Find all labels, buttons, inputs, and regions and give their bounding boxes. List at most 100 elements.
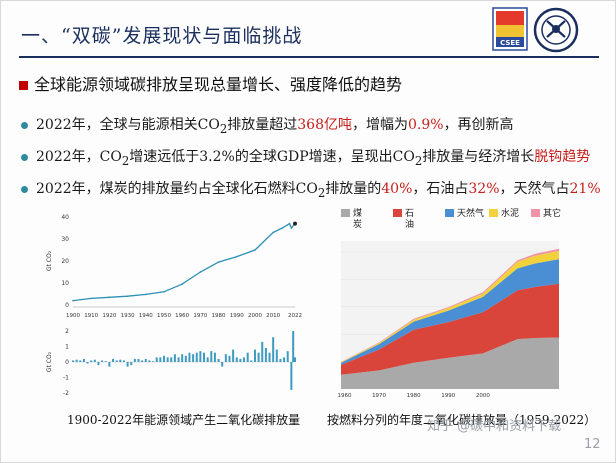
line-point — [254, 249, 256, 251]
annual-change-bar — [228, 355, 231, 362]
annual-change-bar — [72, 360, 74, 362]
line-point — [126, 295, 129, 297]
annual-change-bar — [292, 331, 295, 362]
area-xtick-label: 1980 — [407, 393, 421, 399]
annual-change-bar — [243, 357, 246, 362]
annual-change-bar — [115, 360, 118, 362]
annual-change-bar — [166, 357, 169, 362]
bar-ytick-label: -2 — [63, 390, 69, 397]
annual-change-bar — [162, 355, 165, 362]
line-ytick-label: 0 — [65, 302, 69, 309]
fuel-area-chart: 1960 1970 1980 1990 2000 煤炭 石油 天然气 水泥 其它 — [337, 207, 561, 399]
annual-change-bar — [210, 351, 213, 362]
annual-change-bar — [155, 357, 158, 362]
area-0 — [341, 337, 559, 389]
annual-change-bar — [206, 357, 209, 362]
annual-change-bar — [137, 358, 140, 362]
annual-change-bar — [75, 359, 78, 362]
annual-change-bar — [148, 360, 151, 362]
line-xtick-label: 2022 — [288, 313, 302, 319]
line-point — [144, 293, 147, 296]
annual-change-bar — [232, 349, 235, 362]
bullet-2: 2022年，CO2增速远低于3.2%的全球GDP增速，呈现出CO2排放量与经济增… — [21, 146, 590, 168]
line-point — [90, 297, 92, 300]
annual-change-bar — [79, 360, 82, 362]
area-xtick-label: 2000 — [476, 393, 490, 399]
logo1-text: CSEE — [500, 39, 520, 47]
red-square-icon — [19, 81, 28, 90]
line-ytick-label: 10 — [61, 280, 69, 287]
bullet-dot-icon — [21, 121, 28, 129]
line-point — [72, 299, 74, 302]
headline: 全球能源领域碳排放呈现总量增长、强度降低的趋势 — [19, 71, 402, 95]
annual-change-bar — [261, 341, 264, 362]
annual-change-bar — [173, 354, 176, 362]
line-point — [272, 231, 274, 234]
annual-change-bar — [239, 358, 242, 362]
area-xtick-label: 1990 — [441, 393, 455, 399]
latest-point-marker — [293, 221, 297, 226]
line-point — [288, 222, 291, 225]
line-point — [199, 271, 202, 273]
line-point — [281, 227, 284, 229]
bar-ytick-label: 2 — [65, 328, 69, 335]
legend-label: 石油 — [405, 209, 414, 230]
annual-change-bar — [235, 357, 238, 362]
legend-swatch — [489, 209, 498, 217]
line-xtick-label: 2000 — [248, 313, 262, 319]
legend-label: 其它 — [543, 207, 561, 219]
annual-change-bar — [257, 352, 260, 362]
annual-change-bar — [286, 351, 289, 362]
title-divider — [19, 56, 599, 58]
slide-title: 一、“双碳”发展现状与面临挑战 — [21, 25, 303, 47]
line-xtick-label: 1990 — [230, 313, 244, 319]
line-ytick-label: 30 — [61, 236, 69, 243]
annual-change-bar — [224, 354, 227, 362]
annual-change-bar — [272, 337, 275, 362]
annual-change-bar — [275, 349, 278, 362]
annual-change-bar — [188, 352, 191, 362]
annual-change-bar — [246, 352, 249, 362]
line-xtick-label: 1970 — [193, 313, 207, 319]
annual-change-bar — [203, 352, 206, 362]
annual-change-bar — [217, 358, 220, 362]
bullet-dot-icon — [21, 185, 28, 193]
line-xtick-label: 1910 — [84, 313, 98, 319]
annual-change-bar — [283, 357, 286, 362]
line-xtick-label: 1920 — [102, 313, 116, 319]
annual-change-bar — [141, 360, 144, 362]
annual-change-bar — [97, 362, 100, 366]
watermark: 知乎 @碳中和资料下载 — [427, 419, 562, 434]
annual-change-bar — [130, 362, 133, 366]
annual-change-bar — [279, 358, 282, 362]
right-chart-caption: 按燃料分列的年度二氧化碳排放量（1959-2022） — [327, 413, 597, 427]
annual-change-bar — [253, 349, 256, 362]
bar-ytick-label: -1 — [63, 375, 69, 382]
annual-change-bar — [152, 361, 155, 362]
headline-text: 全球能源领域碳排放呈现总量增长、强度降低的趋势 — [34, 75, 403, 94]
annual-change-bar — [264, 348, 267, 362]
bar-ylabel: Gt CO₂ — [46, 351, 53, 372]
legend-swatch — [393, 209, 402, 217]
page-number: 12 — [584, 437, 601, 452]
annual-change-bar — [126, 362, 129, 367]
annual-change-bar — [221, 362, 224, 367]
annual-change-bar — [112, 358, 115, 362]
line-xtick-label: 1900 — [66, 313, 80, 319]
annual-change-bar — [213, 352, 216, 362]
line-point — [163, 291, 165, 293]
line-xtick-label: 1960 — [175, 313, 189, 319]
annual-change-bar — [268, 352, 271, 362]
line-xtick-label: 1930 — [121, 313, 135, 319]
area-2 — [341, 259, 559, 365]
legend-label: 水泥 — [501, 207, 519, 219]
annual-change-bar — [195, 352, 198, 362]
legend-label: 煤炭 — [353, 207, 362, 230]
annual-change-bar — [86, 362, 89, 364]
line-xtick-label: 1950 — [157, 313, 171, 319]
annual-change-bar — [192, 354, 195, 362]
annual-change-bar — [177, 357, 180, 362]
csee-logo-icon: CSEE — [492, 7, 528, 51]
university-seal-icon — [533, 7, 579, 53]
